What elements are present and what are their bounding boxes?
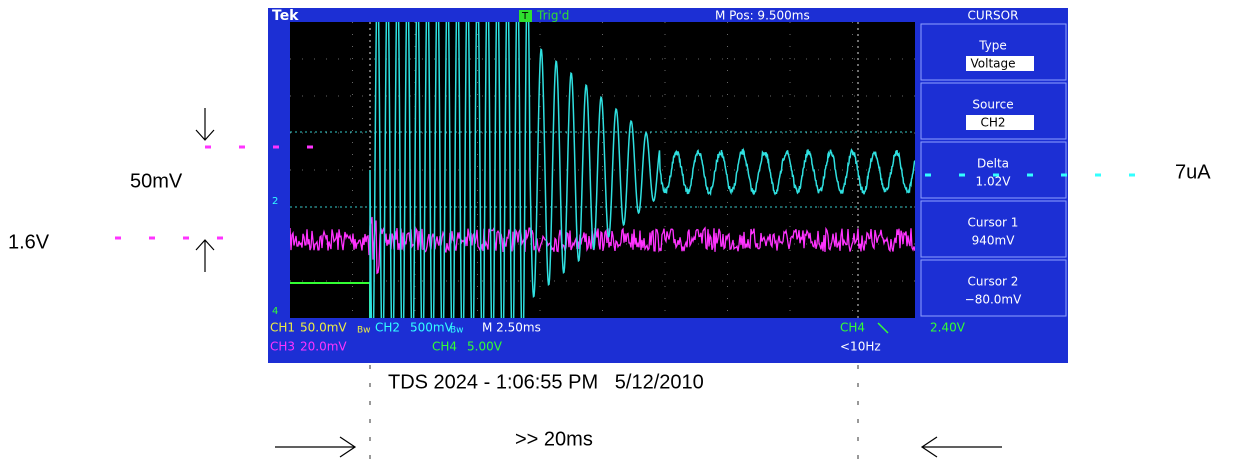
menu-label: Source [972,98,1013,112]
annotation-50mv: 50mV [130,170,183,192]
menu-value: 1.02V [976,175,1012,189]
status-freq: <10Hz [840,340,881,354]
brand: Tek [272,8,299,24]
menu: Type Voltage Source CH2 Delta 1.02V Cursor 1 94… [921,24,1066,316]
status-ch4: CH4 [432,340,457,354]
trigger-icon: T [521,11,529,22]
left-arrow [922,437,1002,457]
caption: TDS 2024 - 1:06:55 PM 5/12/2010 [388,371,704,393]
screenshot: Tek T Trig'd M Pos: 9.500ms CURSOR Type V… [0,0,1249,475]
menu-title: CURSOR [968,9,1019,23]
down-arrow [196,108,214,140]
status-ch1-bw: Bw [357,326,371,336]
menu-label: Type [978,39,1007,53]
menu-label: Cursor 1 [968,216,1019,230]
page: Tek T Trig'd M Pos: 9.500ms CURSOR Type V… [0,0,1249,475]
status-ch2-scale: 500mV [410,321,454,335]
status-time: M 2.50ms [482,321,541,335]
status-ch2-bw: Bw [450,326,464,336]
annotation-1-6v: 1.6V [8,231,50,253]
status-trig-level: 2.40V [930,321,966,335]
menu-value: 940mV [972,234,1016,248]
up-arrow [196,240,214,272]
interval: >> 20ms [515,428,593,450]
status-ch4-scale: 5.00V [467,340,503,354]
ch4-marker: 4 [272,306,278,317]
menu-label: Delta [977,157,1009,171]
status-ch3-scale: 20.0mV [300,340,347,354]
annotation-7ua: 7uA [1175,161,1211,183]
menu-label: Cursor 2 [968,275,1019,289]
trigger-status: Trig'd [536,9,569,23]
menu-value: −80.0mV [965,293,1022,307]
status-ch1-scale: 50.0mV [300,321,347,335]
right-arrow [275,437,355,457]
ch2-marker: 2 [272,196,278,207]
status-ch3: CH3 [270,340,295,354]
menu-value: Voltage [970,57,1015,71]
status-ch2: CH2 [375,321,400,335]
m-pos: M Pos: 9.500ms [715,9,810,23]
status-trig-ch: CH4 [840,321,865,335]
status-ch1: CH1 [270,321,295,335]
menu-value: CH2 [980,116,1005,130]
